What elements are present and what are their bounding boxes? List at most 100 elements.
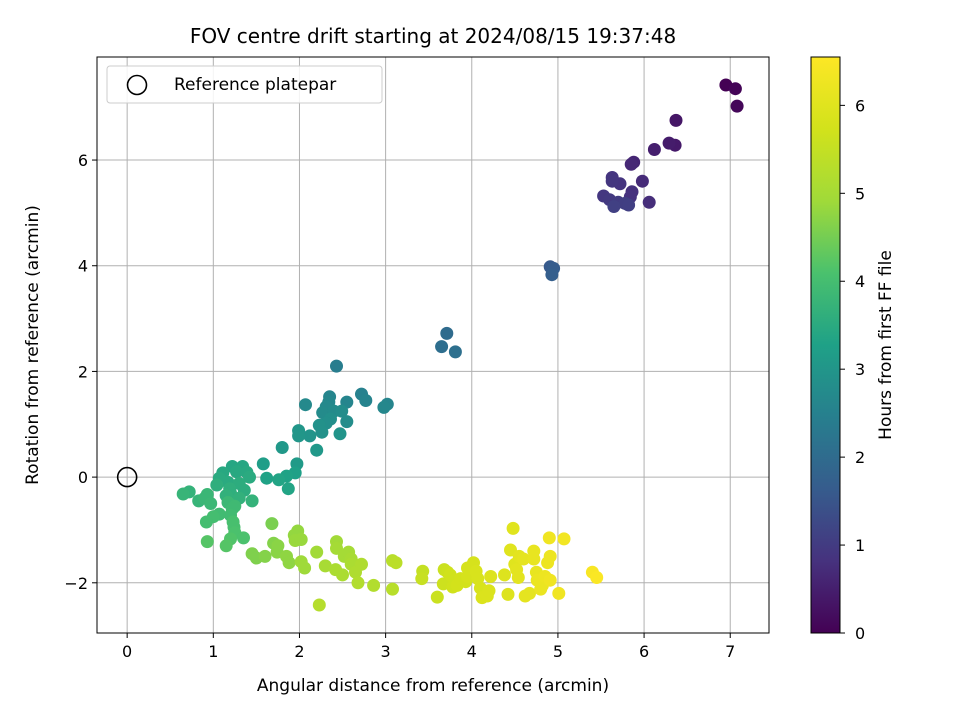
y-tick-label: 0 <box>78 468 88 487</box>
data-point <box>590 571 604 584</box>
colorbar-tick-label: 2 <box>855 448 865 467</box>
legend: Reference platepar <box>106 65 383 104</box>
data-point <box>552 586 566 600</box>
data-point <box>330 541 343 555</box>
data-point <box>728 82 742 96</box>
data-points <box>176 78 744 612</box>
data-point <box>624 157 638 171</box>
data-point <box>176 487 190 501</box>
data-point <box>440 326 454 340</box>
data-point <box>435 340 449 354</box>
data-point <box>256 457 270 471</box>
data-point <box>237 531 250 545</box>
data-point <box>230 465 244 479</box>
x-tick-label: 6 <box>639 642 649 661</box>
data-point <box>415 572 429 586</box>
data-point <box>506 521 520 535</box>
data-point <box>527 552 541 566</box>
data-point <box>367 578 381 592</box>
data-point <box>318 559 332 573</box>
y-axis: −2 0 2 4 6 <box>64 151 97 593</box>
y-tick-label: 4 <box>78 257 88 276</box>
data-point <box>275 441 289 454</box>
data-point <box>482 584 496 598</box>
x-axis: 0 1 2 3 4 5 6 7 <box>122 633 735 661</box>
colorbar: 0 1 2 3 4 5 6 Hours from first FF file <box>810 56 896 643</box>
data-point <box>260 471 274 485</box>
legend-box <box>106 65 383 104</box>
colorbar-tick-label: 5 <box>855 184 865 203</box>
data-point <box>303 429 317 443</box>
data-point <box>336 568 349 582</box>
data-point <box>517 552 530 566</box>
data-point <box>377 400 391 414</box>
data-point <box>498 568 511 582</box>
legend-reference-marker-icon <box>126 74 148 96</box>
data-point <box>386 582 399 596</box>
colorbar-tick-label: 4 <box>855 272 865 291</box>
data-point <box>299 398 312 412</box>
x-tick-label: 0 <box>122 642 132 661</box>
data-point <box>607 200 621 213</box>
data-point <box>545 268 559 282</box>
data-point <box>219 539 233 553</box>
legend-entry-reference-platepar: Reference platepar <box>174 75 336 95</box>
data-point <box>542 531 556 545</box>
data-point <box>501 587 515 601</box>
colorbar-tick-label: 6 <box>855 96 865 115</box>
x-tick-label: 4 <box>467 642 477 661</box>
data-point <box>333 427 347 441</box>
x-tick-label: 2 <box>294 642 304 661</box>
y-tick-label: 2 <box>78 362 88 381</box>
data-point <box>605 174 619 188</box>
x-tick-label: 5 <box>553 642 563 661</box>
data-point <box>292 429 306 443</box>
data-point <box>647 143 661 156</box>
data-point <box>310 545 324 559</box>
data-point <box>557 532 571 546</box>
data-point <box>243 470 256 484</box>
data-point <box>355 557 368 571</box>
data-point <box>340 415 354 429</box>
data-point <box>200 535 214 549</box>
x-tick-label: 1 <box>208 642 218 661</box>
data-point <box>294 533 308 546</box>
colorbar-ticks: 0 1 2 3 4 5 6 <box>840 96 865 643</box>
data-point <box>635 174 649 188</box>
colorbar-tick-label: 1 <box>855 536 865 555</box>
colorbar-gradient <box>810 56 841 634</box>
data-point <box>484 570 498 583</box>
y-tick-label: 6 <box>78 151 88 170</box>
data-point <box>523 586 536 600</box>
data-point <box>281 482 295 496</box>
data-point <box>265 517 279 531</box>
y-tick-label: −2 <box>64 574 88 593</box>
data-point <box>430 590 444 604</box>
data-point <box>669 113 683 127</box>
colorbar-tick-label: 3 <box>855 360 865 379</box>
reference-platepar-marker <box>116 466 138 488</box>
data-point <box>642 195 656 209</box>
data-point <box>312 598 326 612</box>
data-point <box>730 99 744 113</box>
data-point <box>351 576 365 590</box>
data-point <box>245 494 259 508</box>
plot-area-frame <box>96 56 770 634</box>
data-point <box>359 394 373 407</box>
data-point <box>298 561 312 575</box>
y-axis-label: Rotation from reference (arcmin) <box>23 205 43 485</box>
data-point <box>330 359 343 373</box>
data-point <box>622 198 636 212</box>
data-point <box>335 404 349 418</box>
data-point <box>543 573 557 587</box>
data-point <box>258 549 272 563</box>
data-point <box>210 478 224 492</box>
data-point <box>448 345 462 359</box>
data-point <box>389 556 403 570</box>
colorbar-tick-label: 0 <box>855 624 865 643</box>
data-point <box>662 136 676 150</box>
data-point <box>310 443 324 457</box>
chart-title: FOV centre drift starting at 2024/08/15 … <box>190 24 676 48</box>
data-point <box>315 425 329 439</box>
